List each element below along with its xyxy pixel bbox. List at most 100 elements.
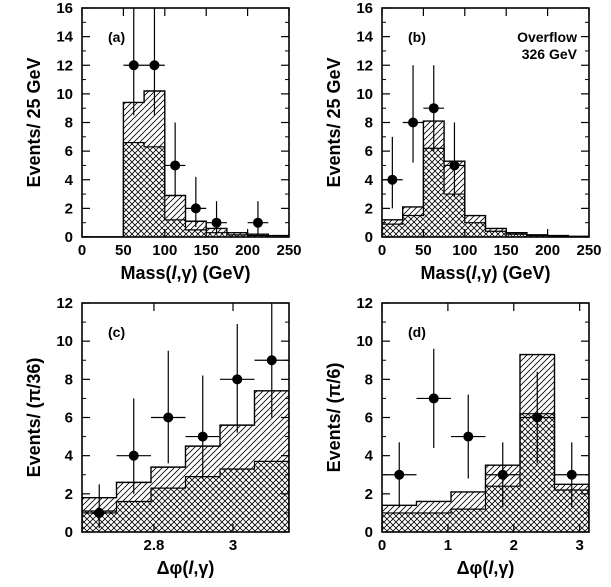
panel-label: (d): [408, 324, 426, 340]
data-point: [451, 394, 486, 479]
y-tick-label: 6: [365, 143, 373, 160]
chart-panel-1: 0 2 4 6 8 10 12 14 16 0 50 100 150 200 250 Events/ 25 G…: [24, 0, 302, 283]
x-tick-label: 50: [115, 242, 132, 259]
data-point: [185, 176, 207, 227]
y-tick-label: 0: [65, 229, 73, 246]
background-bin: [116, 501, 151, 532]
data-point: [247, 201, 269, 235]
y-tick-label: 16: [356, 0, 373, 17]
x-tick-label: 2: [510, 537, 518, 554]
x-tick-label: 200: [535, 242, 560, 259]
y-tick-label: 14: [56, 29, 73, 46]
data-point: [382, 136, 403, 209]
x-tick-label: 2.8: [144, 537, 165, 554]
background-bin: [416, 512, 451, 532]
signal-bin: [416, 501, 451, 513]
data-point: [144, 8, 165, 116]
background-bin: [402, 215, 424, 237]
x-tick-label: 3: [229, 537, 237, 554]
data-point: [220, 323, 255, 433]
signal-bin: [150, 467, 186, 489]
y-tick-label: 12: [56, 295, 73, 312]
y-axis-title: Events/ (π/6): [324, 363, 344, 473]
data-point: [485, 442, 520, 508]
y-axis-title: Events/ 25 GeV: [324, 57, 344, 187]
x-tick-label: 250: [576, 242, 601, 259]
background-bin: [123, 142, 145, 237]
background-bin: [150, 488, 186, 532]
signal-bin: [402, 206, 424, 216]
y-tick-label: 0: [365, 524, 373, 541]
y-tick-label: 8: [365, 115, 373, 132]
y-tick-label: 4: [365, 172, 374, 189]
data-point: [416, 348, 451, 449]
background-bin: [185, 229, 207, 237]
y-tick-label: 12: [356, 295, 373, 312]
signal-bin: [506, 232, 527, 235]
background-bin: [485, 231, 507, 237]
signal-bin: [382, 219, 403, 225]
y-tick-label: 2: [365, 200, 373, 217]
x-tick-label: 0: [378, 242, 386, 259]
y-tick-label: 6: [65, 143, 73, 160]
total-outline: [382, 120, 589, 237]
x-tick-label: 0: [378, 537, 386, 554]
y-tick-label: 12: [356, 57, 373, 74]
background-bin: [226, 234, 248, 237]
signal-bin: [144, 91, 165, 147]
signal-bin: [247, 234, 269, 236]
x-tick-label: 50: [415, 242, 432, 259]
data-point: [254, 303, 289, 418]
background-bin: [506, 234, 527, 237]
data-point: [402, 65, 424, 163]
background-outline: [82, 460, 289, 532]
y-axis-title: Events/ (π/36): [24, 358, 44, 478]
data-point: [185, 375, 220, 479]
background-bin: [382, 224, 403, 237]
panel-label: (b): [408, 29, 426, 45]
x-tick-label: 3: [575, 537, 583, 554]
x-tick-label: 150: [494, 242, 519, 259]
y-tick-label: 2: [365, 486, 373, 503]
x-axis-title: Δφ(l,γ): [157, 558, 215, 578]
panel-label: (c): [108, 324, 125, 340]
y-tick-label: 2: [65, 200, 73, 217]
x-tick-label: 200: [235, 242, 260, 259]
signal-bin: [464, 215, 486, 223]
y-tick-label: 10: [56, 333, 73, 350]
background-bin: [254, 461, 289, 532]
overflow-note: 326 GeV: [522, 46, 578, 62]
y-tick-label: 16: [56, 0, 73, 17]
y-tick-label: 0: [365, 229, 373, 246]
data-point: [164, 122, 186, 197]
data-point: [123, 8, 145, 116]
y-tick-label: 14: [356, 29, 373, 46]
panel-label: (a): [108, 29, 125, 45]
data-point: [423, 65, 445, 152]
x-tick-label: 1: [444, 537, 452, 554]
y-tick-label: 12: [56, 57, 73, 74]
y-tick-label: 8: [365, 371, 373, 388]
background-bin: [206, 232, 227, 237]
data-point: [382, 442, 417, 508]
background-bin: [464, 222, 486, 237]
chart-panel-2: 0 2 4 6 8 10 12 14 16 0 50 100 150 200 250 Events/ 25 G…: [324, 0, 602, 283]
y-tick-label: 10: [356, 333, 373, 350]
y-tick-label: 6: [65, 410, 73, 427]
background-bin: [451, 509, 486, 532]
background-bin: [164, 219, 186, 237]
x-tick-label: 150: [194, 242, 219, 259]
data-point: [520, 371, 555, 464]
x-tick-label: 0: [78, 242, 86, 259]
data-point: [82, 484, 117, 529]
y-tick-label: 2: [65, 486, 73, 503]
background-bin: [144, 146, 165, 237]
background-bin: [382, 512, 417, 532]
y-tick-label: 0: [65, 524, 73, 541]
background-bin: [444, 194, 465, 237]
signal-bin: [382, 505, 417, 513]
y-tick-label: 6: [365, 410, 373, 427]
data-point: [554, 442, 589, 508]
